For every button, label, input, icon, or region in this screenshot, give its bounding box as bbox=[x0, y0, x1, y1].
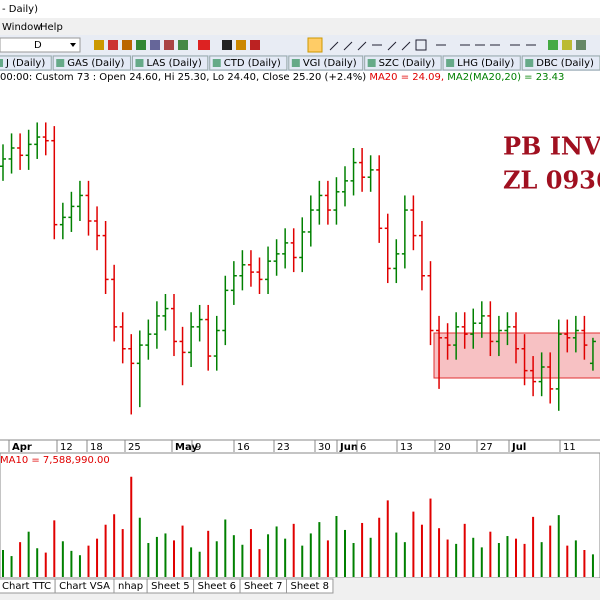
window-title: - Daily) bbox=[2, 4, 38, 15]
dropdown-arrow bbox=[70, 43, 76, 47]
volume-panel bbox=[0, 452, 600, 579]
sheet-label[interactable]: Sheet 8 bbox=[291, 581, 329, 592]
info-text: 00:00: Custom 73 : Open 24.60, Hi 25.30,… bbox=[0, 72, 564, 83]
tab-icon bbox=[446, 59, 455, 67]
sheet-tabs: Chart TTC Chart VSA nhap Sheet 5 Sheet 6 Shee… bbox=[0, 578, 334, 594]
x-tick-label: 9 bbox=[195, 442, 201, 453]
tab-icon bbox=[291, 59, 300, 67]
menu-bar bbox=[0, 18, 600, 35]
sheet-label[interactable]: Sheet 7 bbox=[244, 581, 282, 592]
tab-icon bbox=[525, 59, 534, 67]
volume-bars bbox=[2, 476, 594, 577]
highlight-zone bbox=[433, 332, 600, 379]
tab[interactable] bbox=[209, 55, 288, 71]
x-tick-label: 23 bbox=[277, 442, 290, 453]
watermark: PB INVES bbox=[503, 132, 600, 161]
x-tick-label: 25 bbox=[128, 442, 141, 453]
sheet-label[interactable]: Chart TTC bbox=[2, 581, 51, 592]
x-tick-label: Jun bbox=[339, 442, 358, 453]
tab[interactable] bbox=[0, 55, 52, 71]
tab[interactable] bbox=[364, 55, 442, 71]
sheet-tab[interactable] bbox=[286, 578, 334, 594]
sheet-label[interactable]: nhap bbox=[118, 581, 143, 592]
x-tick-label: May bbox=[175, 442, 198, 453]
x-tick-label: 16 bbox=[237, 442, 250, 453]
tab-label[interactable]: LAS (Daily) bbox=[146, 58, 201, 69]
x-tick-label: Apr bbox=[12, 442, 32, 453]
sheet-label[interactable]: Chart VSA bbox=[59, 581, 110, 592]
x-tick-label: 11 bbox=[563, 442, 576, 453]
menu-item[interactable]: Help bbox=[40, 22, 63, 33]
x-tick-label: 6 bbox=[360, 442, 366, 453]
tab-label[interactable]: J (Daily) bbox=[5, 58, 45, 69]
tab-label[interactable]: DBC (Daily) bbox=[536, 58, 594, 69]
sheet-label[interactable]: Sheet 6 bbox=[198, 581, 236, 592]
watermark: ZL 09365 bbox=[503, 166, 600, 195]
tab-label[interactable]: CTD (Daily) bbox=[224, 58, 281, 69]
tab-label[interactable]: SZC (Daily) bbox=[379, 58, 436, 69]
tabs: J (Daily) GAS (Daily) LAS (Daily) CTD (Dail… bbox=[0, 55, 600, 71]
tab-icon bbox=[0, 59, 3, 67]
tab-label[interactable]: GAS (Daily) bbox=[67, 58, 124, 69]
ohlc-info: 00:00: Custom 73 : Open 24.60, Hi 25.30,… bbox=[0, 72, 366, 83]
interval: D bbox=[34, 40, 42, 51]
tab-icon bbox=[56, 59, 65, 67]
tab[interactable] bbox=[52, 55, 131, 71]
x-tick-label: Jul bbox=[511, 442, 526, 453]
volume-label: MA10 = 7,588,990.00 bbox=[0, 455, 110, 466]
x-tick-label: 18 bbox=[90, 442, 103, 453]
price-bars bbox=[0, 122, 596, 415]
tab-icon bbox=[135, 59, 144, 67]
info-line bbox=[0, 71, 600, 83]
tab-icon bbox=[212, 59, 221, 67]
tab-label[interactable]: LHG (Daily) bbox=[457, 58, 514, 69]
x-tick-label: 20 bbox=[438, 442, 451, 453]
toolbar-icons bbox=[94, 37, 586, 53]
tab-label[interactable]: VGI (Daily) bbox=[303, 58, 357, 69]
x-tick-label: 12 bbox=[60, 442, 73, 453]
x-tick-label: 13 bbox=[400, 442, 413, 453]
title-bar bbox=[0, 0, 600, 18]
sheet-label[interactable]: Sheet 5 bbox=[151, 581, 189, 592]
price-panel bbox=[0, 83, 600, 440]
tab[interactable] bbox=[288, 55, 364, 71]
x-tick-label: 30 bbox=[318, 442, 331, 453]
ma2-info: MA2(MA20,20) = 23.43 bbox=[447, 72, 564, 83]
tab[interactable] bbox=[442, 55, 521, 71]
tab[interactable] bbox=[131, 55, 209, 71]
tab-icon bbox=[367, 59, 376, 67]
menu-item[interactable]: Window bbox=[2, 22, 41, 33]
x-tick-label: 27 bbox=[480, 442, 493, 453]
ma-info: MA20 = 24.09, bbox=[369, 72, 444, 83]
interval-box[interactable] bbox=[0, 37, 81, 53]
